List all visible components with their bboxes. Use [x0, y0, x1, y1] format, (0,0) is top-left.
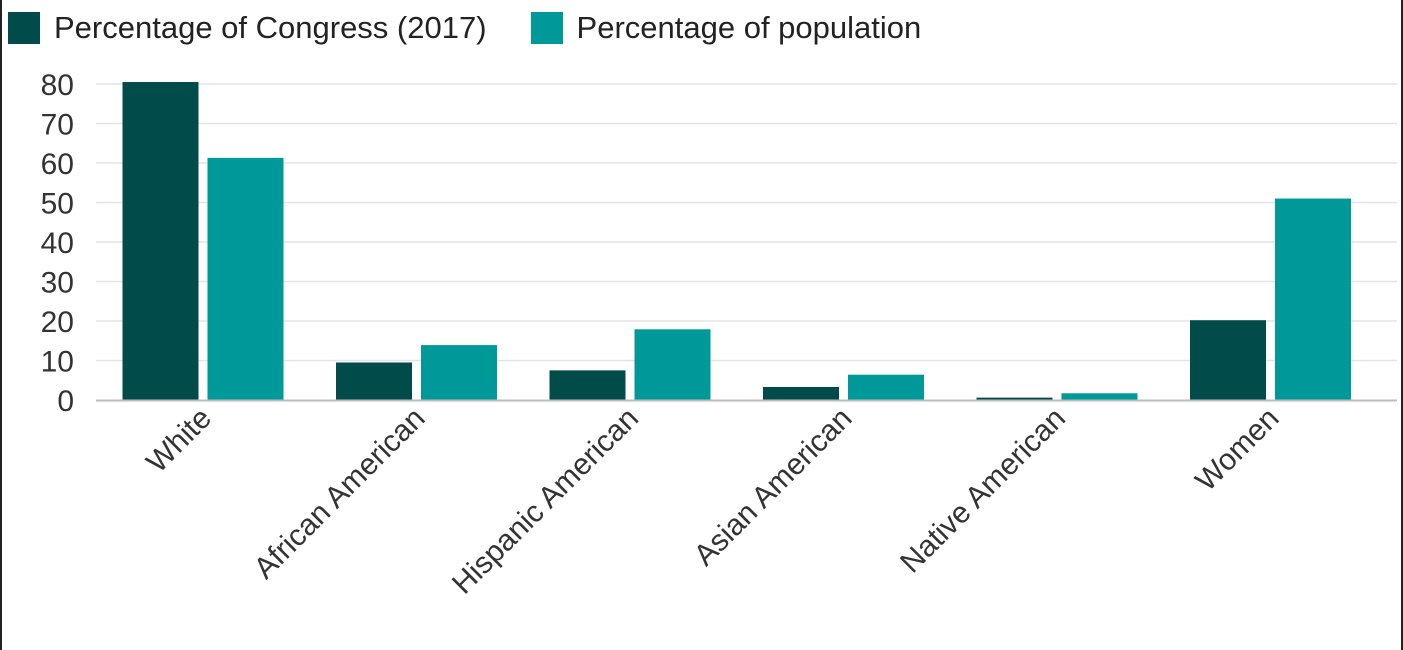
bar-congress-native-american	[976, 397, 1053, 400]
bar-population-native-american	[1061, 393, 1138, 400]
bar-congress-african-american	[336, 362, 412, 400]
legend-item-congress: Percentage of Congress (2017)	[8, 10, 487, 46]
legend-swatch-congress	[8, 12, 40, 44]
bar-population-hispanic-american	[634, 329, 711, 400]
bar-population-women	[1275, 198, 1351, 400]
x-tick-label: African American	[248, 402, 432, 586]
x-tick-label: Hispanic American	[446, 402, 645, 601]
y-tick-label: 20	[41, 306, 74, 339]
y-tick-label: 80	[41, 69, 74, 102]
x-tick-label: Asian American	[688, 402, 859, 573]
bars	[122, 82, 1351, 401]
legend-label-congress: Percentage of Congress (2017)	[54, 10, 487, 45]
bar-population-asian-american	[848, 374, 924, 400]
y-tick-label: 10	[41, 346, 74, 379]
legend: Percentage of Congress (2017) Percentage…	[8, 8, 965, 48]
y-tick-label: 70	[41, 109, 74, 142]
y-tick-label: 60	[41, 148, 74, 181]
y-tick-label: 40	[41, 227, 74, 260]
bar-congress-hispanic-american	[549, 370, 626, 400]
x-axis-labels: White African American Hispanic American As…	[140, 402, 1285, 601]
legend-item-population: Percentage of population	[530, 10, 922, 46]
bar-population-white	[207, 157, 284, 400]
x-tick-label: Native American	[894, 402, 1072, 580]
y-axis-ticks: 0 10 20 30 40 50 60 70 80	[41, 69, 74, 418]
bar-congress-women	[1190, 320, 1266, 400]
bar-population-african-american	[421, 345, 497, 400]
legend-label-population: Percentage of population	[576, 10, 922, 45]
bar-congress-asian-american	[763, 386, 839, 400]
legend-swatch-population	[530, 12, 563, 44]
y-tick-label: 0	[57, 385, 74, 418]
y-tick-label: 50	[41, 188, 74, 221]
bar-congress-white	[122, 82, 199, 401]
x-tick-label: Women	[1189, 402, 1285, 498]
y-tick-label: 30	[41, 267, 74, 300]
gridlines	[96, 83, 1397, 362]
x-tick-label: White	[140, 402, 218, 480]
